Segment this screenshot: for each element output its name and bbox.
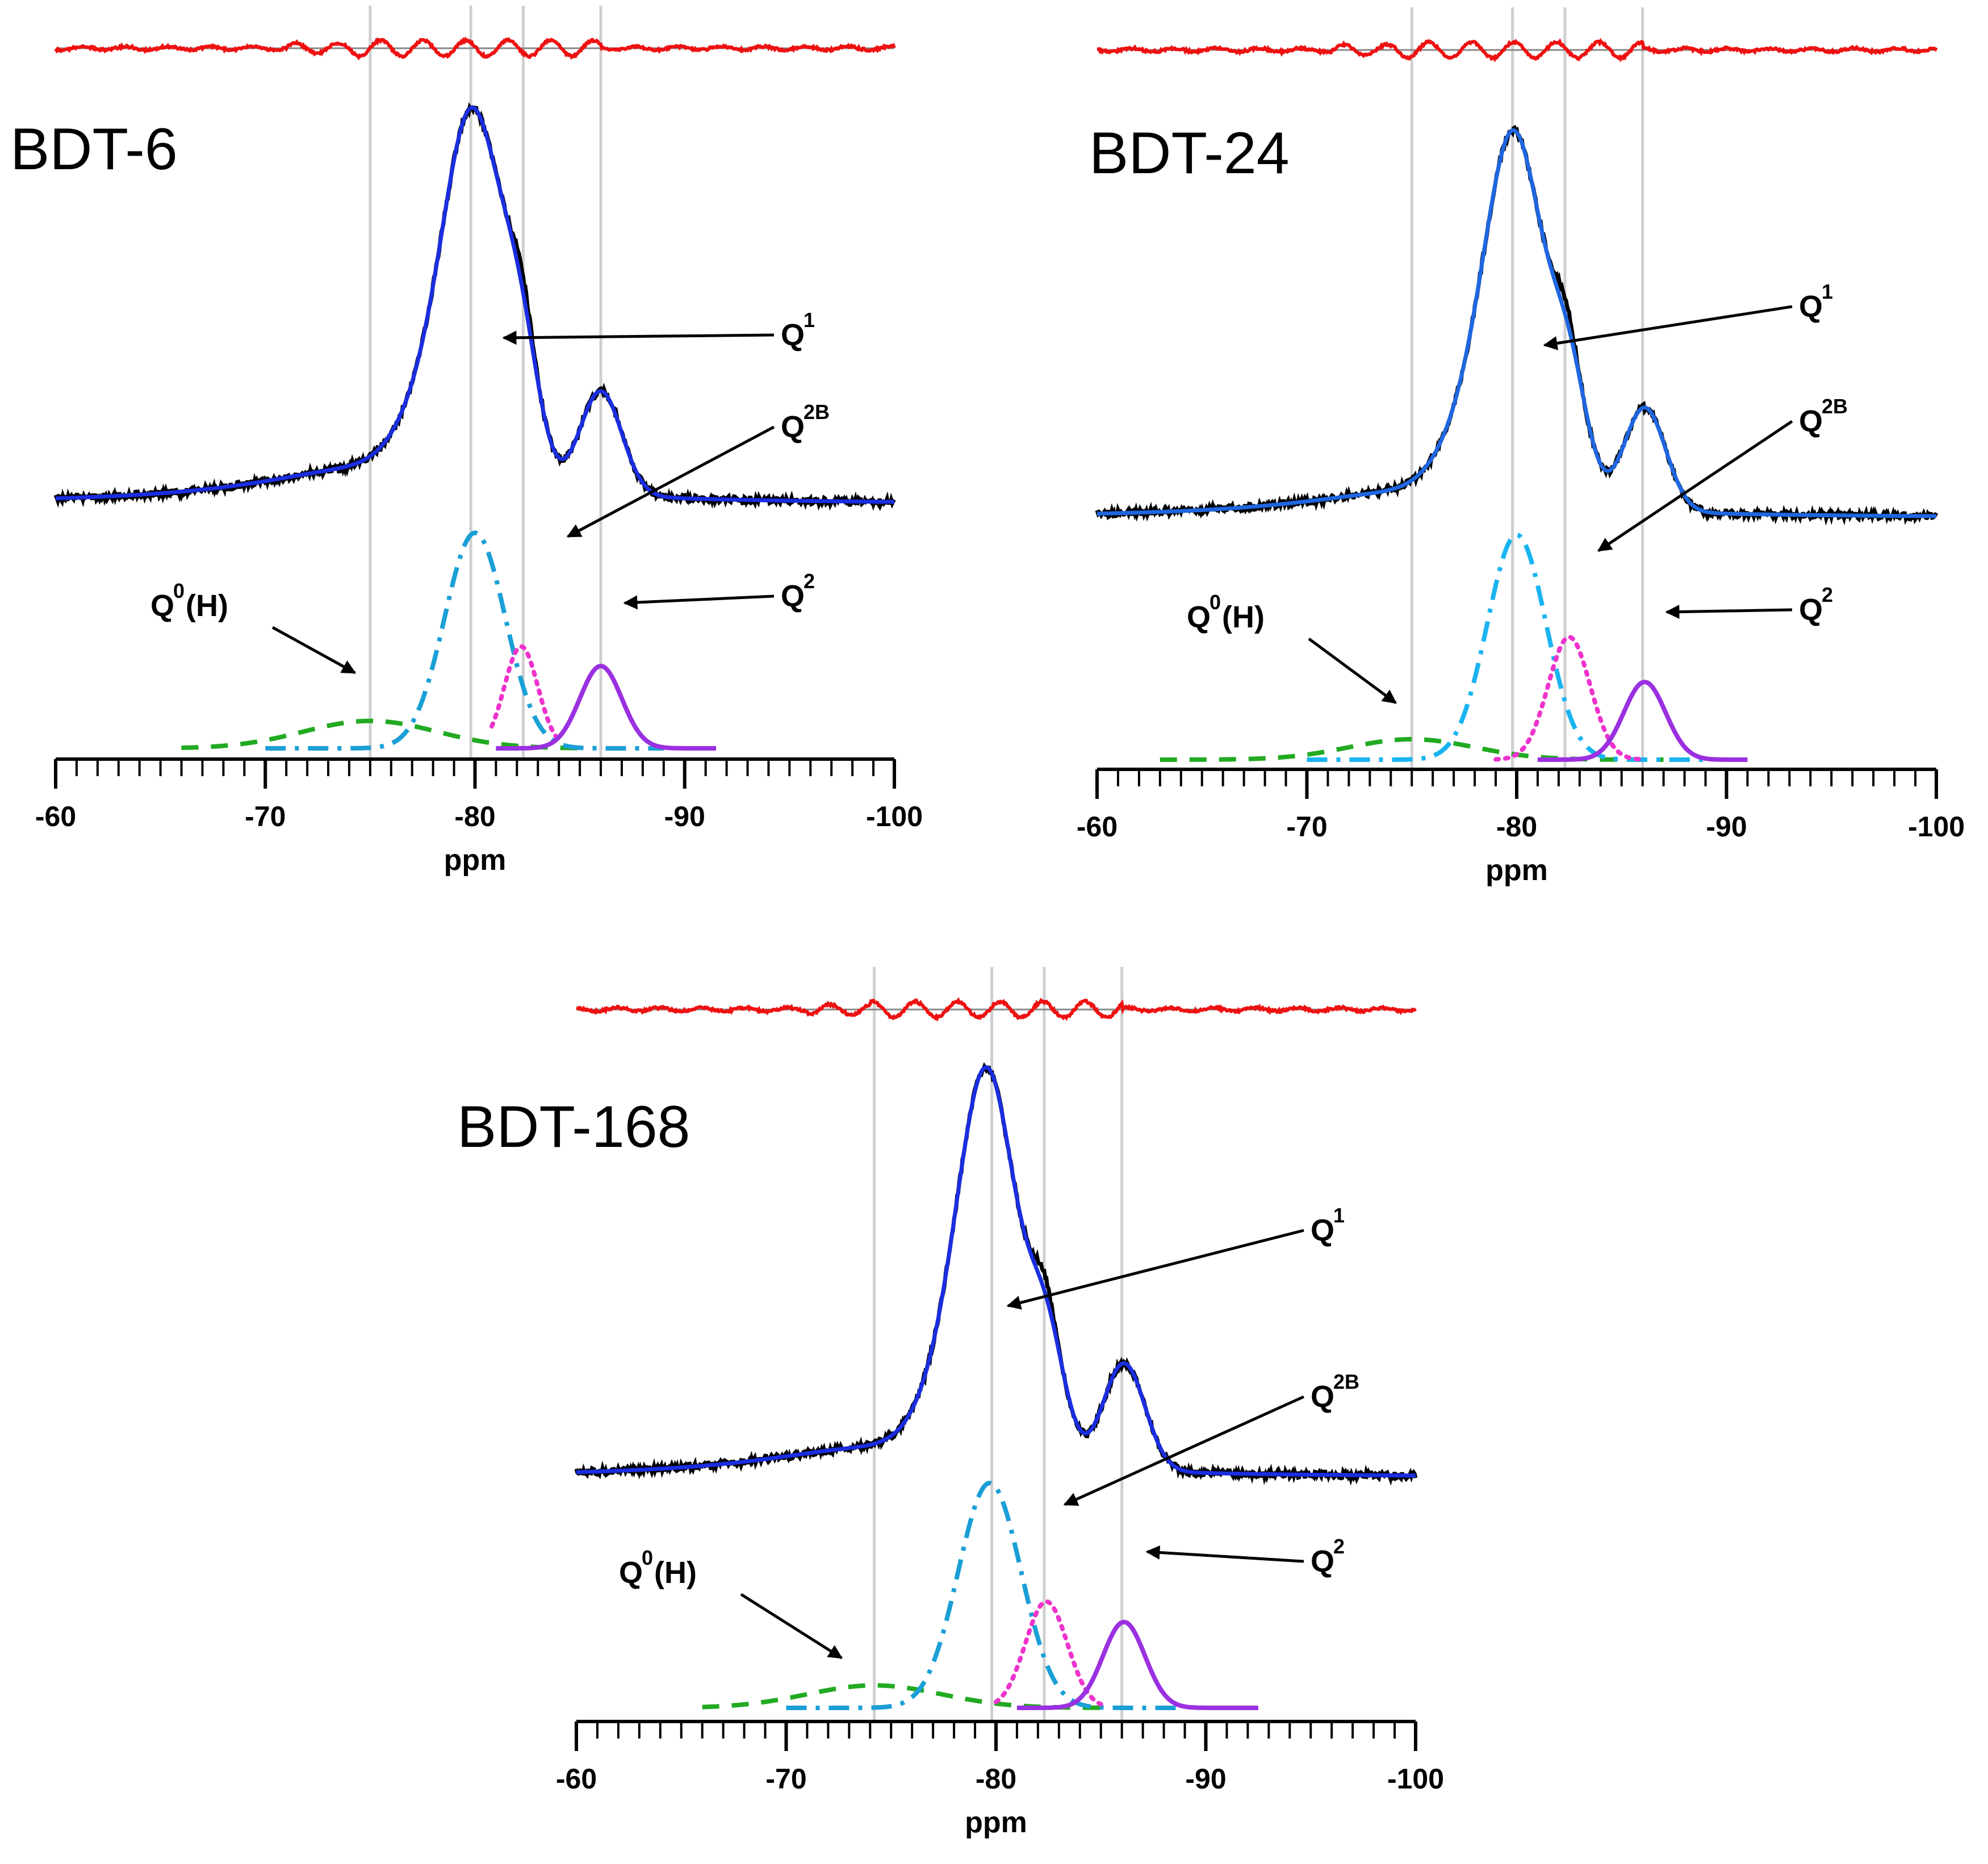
x-tick-label: -80 (976, 1763, 1016, 1795)
x-tick-label: -60 (556, 1763, 597, 1795)
component-q0h (181, 718, 580, 751)
label-sup: 2 (803, 569, 815, 593)
fit-spectrum (1097, 128, 1936, 518)
component-q1 (265, 530, 664, 751)
label-sup: 0 (173, 579, 185, 602)
experimental-spectrum (574, 1062, 1418, 1486)
x-tick-label: -80 (454, 801, 495, 832)
x-tick-label: -60 (35, 801, 76, 832)
experimental-spectrum (53, 102, 896, 512)
label-arrow (1597, 420, 1793, 552)
x-tick-label: -90 (1185, 1763, 1226, 1795)
x-tick-label: -100 (866, 801, 923, 832)
label-sup: 2B (1822, 395, 1848, 418)
x-tick-label: -80 (1496, 811, 1537, 843)
component-q2b (994, 1599, 1103, 1707)
label-arrow (1063, 1395, 1305, 1506)
label-suffix: (H) (654, 1556, 697, 1590)
label-sup: 2 (1333, 1535, 1345, 1558)
label-arrow (271, 626, 357, 675)
label-q1: Q (781, 318, 805, 352)
x-tick-label: -70 (1286, 811, 1327, 843)
x-axis-label: ppm (444, 844, 507, 877)
label-sup: 1 (1333, 1204, 1345, 1227)
x-axis-label: ppm (1485, 854, 1548, 887)
label-arrow (502, 330, 775, 345)
x-tick-label: -60 (1077, 811, 1118, 843)
panel-title: BDT-168 (457, 1094, 690, 1160)
label-q2b: Q (781, 410, 805, 444)
label-arrow (1145, 1545, 1304, 1563)
label-sup: 2B (803, 400, 830, 424)
x-tick-label: -70 (765, 1763, 806, 1795)
label-sup: 0 (642, 1546, 653, 1569)
component-q2b (489, 644, 562, 743)
component-q2 (1537, 680, 1748, 762)
label-arrow (740, 1593, 843, 1660)
label-suffix: (H) (1222, 600, 1265, 634)
label-q0h: Q (1187, 600, 1211, 634)
label-q2: Q (781, 579, 805, 613)
x-axis-label: ppm (965, 1806, 1027, 1839)
residual-trace (1096, 37, 1938, 62)
label-q1: Q (1311, 1213, 1334, 1247)
label-suffix: (H) (186, 589, 228, 623)
panel-title: BDT-24 (1089, 120, 1290, 186)
fit-spectrum (576, 1065, 1416, 1478)
residual-trace (576, 997, 1417, 1022)
label-q2: Q (1311, 1544, 1334, 1578)
component-q1 (1307, 532, 1706, 762)
label-arrow (1308, 637, 1397, 705)
label-sup: 2 (1822, 583, 1833, 606)
label-sup: 1 (1822, 280, 1833, 303)
label-sup: 0 (1209, 590, 1221, 614)
x-tick-label: -100 (1387, 1763, 1444, 1795)
component-q1 (786, 1480, 1185, 1710)
x-tick-label: -90 (664, 801, 705, 832)
x-tick-label: -70 (245, 801, 286, 832)
label-q1: Q (1799, 290, 1823, 324)
label-q0h: Q (150, 589, 174, 623)
label-arrow (1006, 1229, 1304, 1310)
label-sup: 2B (1333, 1370, 1359, 1393)
fit-spectrum (55, 106, 894, 504)
x-tick-label: -90 (1706, 811, 1747, 843)
label-arrow (1665, 605, 1793, 619)
label-arrow (566, 425, 775, 538)
panel-title: BDT-6 (10, 116, 178, 182)
component-q2 (496, 664, 717, 751)
label-arrow (1543, 305, 1793, 350)
label-q0h: Q (619, 1556, 643, 1590)
label-q2: Q (1799, 593, 1823, 627)
residual-trace (54, 36, 896, 61)
label-sup: 1 (803, 308, 815, 332)
label-q2b: Q (1799, 404, 1823, 438)
label-q2b: Q (1311, 1380, 1334, 1414)
label-arrow (623, 594, 775, 610)
component-q2b (1493, 634, 1645, 762)
x-tick-label: -100 (1908, 811, 1965, 843)
component-q2 (1017, 1619, 1258, 1710)
